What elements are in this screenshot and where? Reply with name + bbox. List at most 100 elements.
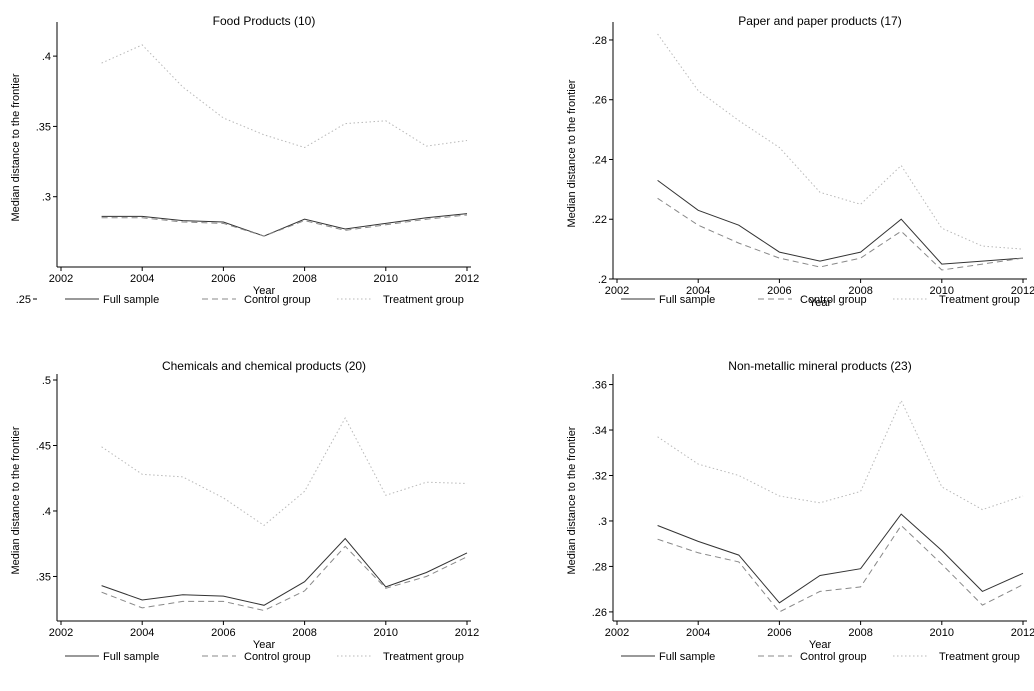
y-tick-label: .24: [592, 154, 607, 166]
y-tick-label: .26: [592, 607, 607, 619]
y-axis-label: Median distance to the frontier: [566, 79, 578, 227]
x-tick-label: 2004: [686, 627, 710, 639]
y-tick-label: .35: [36, 121, 51, 133]
data-point: [304, 491, 305, 492]
data-point: [426, 482, 427, 483]
data-point: [426, 145, 427, 146]
x-tick-label: 2006: [211, 627, 235, 639]
y-tick-label: .36: [592, 380, 607, 392]
y-tick-label: .26: [592, 95, 607, 107]
data-point: [142, 607, 143, 608]
chart-title: Non-metallic mineral products (23): [728, 359, 911, 373]
data-point: [142, 599, 143, 600]
series-line-full-sample: [657, 513, 1024, 604]
y-tick-label: .3: [598, 516, 607, 528]
data-point: [657, 539, 658, 540]
data-point: [182, 476, 183, 477]
y-tick-label: .45: [36, 440, 51, 452]
x-tick-label: 2004: [130, 273, 154, 285]
x-tick-label: 2002: [605, 285, 629, 297]
y-axis-label: Median distance to the frontier: [566, 426, 578, 574]
x-tick-label: 2010: [374, 627, 398, 639]
data-point: [779, 611, 780, 612]
chart-panel-3: Chemicals and chemical products (20) 2002…: [10, 359, 479, 663]
data-point: [142, 217, 143, 218]
legend-label: Control group: [244, 651, 311, 663]
data-point: [101, 217, 102, 218]
data-point: [738, 554, 739, 555]
data-point: [738, 561, 739, 562]
y-tick-label: .22: [592, 214, 607, 226]
series-line-full-sample: [101, 213, 468, 237]
x-tick-label: 2002: [49, 273, 73, 285]
chart-title: Food Products (10): [213, 14, 316, 28]
data-point: [941, 228, 942, 229]
y-tick-label: .4: [42, 506, 51, 518]
y-tick-label: .4: [42, 51, 51, 63]
data-point: [1022, 249, 1023, 250]
x-tick-label: 2002: [49, 627, 73, 639]
x-tick-label: 2012: [455, 273, 479, 285]
data-point: [101, 63, 102, 64]
data-point: [779, 257, 780, 258]
data-point: [738, 475, 739, 476]
data-point: [738, 120, 739, 121]
data-point: [466, 552, 467, 553]
y-tick-label: .34: [592, 425, 607, 437]
data-point: [263, 525, 264, 526]
data-point: [304, 220, 305, 221]
x-tick-label: 2006: [767, 285, 791, 297]
x-axis-label: Year: [253, 285, 276, 297]
y-tick-label: .5: [42, 375, 51, 387]
data-point: [698, 552, 699, 553]
x-axis-label: Year: [809, 639, 832, 651]
data-point: [426, 219, 427, 220]
series-line-control-group: [101, 545, 468, 612]
data-point: [466, 483, 467, 484]
data-point: [901, 514, 902, 515]
legend-label: Full sample: [659, 651, 715, 663]
data-point: [466, 556, 467, 557]
data-point: [142, 44, 143, 45]
chart-title: Chemicals and chemical products (20): [162, 359, 366, 373]
y-axis-label: Median distance to the frontier: [10, 73, 22, 221]
data-point: [101, 585, 102, 586]
data-point: [698, 464, 699, 465]
x-tick-label: 2008: [848, 285, 872, 297]
chart-panel-1: Food Products (10) 2002 2004 2006 2008 2010 20…: [10, 14, 479, 306]
data-point: [223, 117, 224, 118]
data-point: [738, 243, 739, 244]
data-point: [182, 220, 183, 221]
legend-label: Treatment group: [939, 651, 1020, 663]
x-tick-label: 2002: [605, 627, 629, 639]
data-point: [657, 198, 658, 199]
data-point: [142, 216, 143, 217]
data-point: [982, 260, 983, 261]
data-point: [698, 90, 699, 91]
data-point: [345, 417, 346, 418]
x-tick-label: 2006: [767, 627, 791, 639]
data-point: [657, 33, 658, 34]
data-point: [657, 436, 658, 437]
legend-label: Treatment group: [383, 651, 464, 663]
data-point: [1022, 495, 1023, 496]
data-point: [385, 588, 386, 589]
data-point: [426, 576, 427, 577]
data-point: [142, 474, 143, 475]
data-point: [779, 147, 780, 148]
data-point: [385, 224, 386, 225]
x-tick-label: 2012: [455, 627, 479, 639]
x-tick-label: 2004: [130, 627, 154, 639]
data-point: [101, 592, 102, 593]
data-point: [385, 120, 386, 121]
x-axis-label: Year: [809, 297, 832, 309]
data-point: [941, 564, 942, 565]
series-line-treatment-group: [657, 399, 1024, 511]
data-point: [982, 509, 983, 510]
data-point: [263, 134, 264, 135]
data-point: [345, 546, 346, 547]
data-point: [304, 219, 305, 220]
legend-label: Control group: [800, 294, 867, 306]
data-point: [1022, 584, 1023, 585]
